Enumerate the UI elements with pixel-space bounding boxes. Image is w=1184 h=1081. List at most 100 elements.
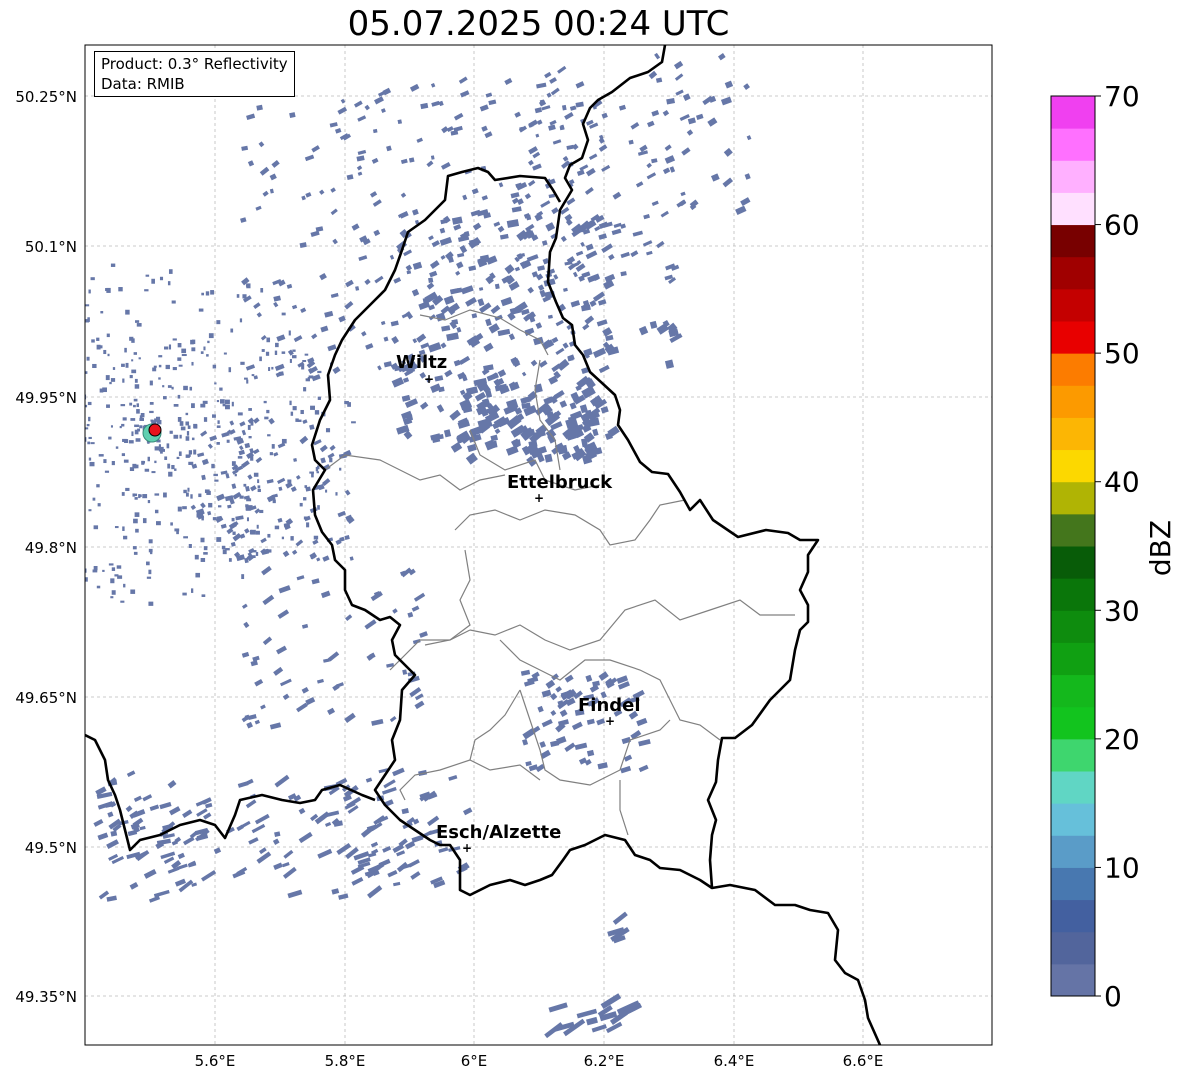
- echo-cell: [460, 285, 474, 295]
- colorbar-segment: [1051, 481, 1095, 515]
- echo-cell: [129, 467, 135, 472]
- echo-cell: [224, 495, 234, 502]
- echo-cell: [92, 363, 97, 369]
- echo-cell: [213, 473, 218, 477]
- echo-cell: [163, 492, 167, 498]
- echo-cell: [654, 52, 661, 60]
- echo-cell: [247, 160, 255, 167]
- echo-cell: [430, 82, 436, 88]
- echo-cell: [219, 399, 225, 404]
- echo-cell: [405, 311, 414, 320]
- echo-cell: [566, 256, 576, 264]
- echo-cell: [562, 342, 569, 349]
- echo-cell: [246, 498, 252, 502]
- echo-cell: [598, 144, 608, 152]
- echo-cell: [123, 583, 126, 588]
- echo-cell: [561, 104, 567, 111]
- echo-cell: [326, 810, 340, 817]
- echo-cell: [481, 195, 488, 201]
- echo-cell: [133, 795, 142, 803]
- echo-cell: [111, 856, 125, 865]
- echo-cell: [524, 329, 533, 337]
- echo-cell: [647, 120, 655, 128]
- echo-cell: [243, 483, 247, 487]
- echo-cell: [338, 315, 346, 323]
- echo-cell: [592, 680, 600, 687]
- echo-cell: [303, 515, 311, 522]
- echo-cell: [289, 358, 292, 363]
- echo-cell: [228, 558, 232, 562]
- echo-cell: [250, 485, 257, 492]
- echo-cell: [426, 160, 434, 168]
- echo-cell: [356, 155, 365, 162]
- echo-cell: [201, 458, 209, 466]
- echo-cell: [510, 424, 526, 438]
- echo-cell: [428, 277, 434, 283]
- echo-cell: [179, 434, 182, 439]
- echo-cell: [88, 457, 92, 461]
- echo-cell: [185, 436, 190, 441]
- echo-cell: [295, 475, 301, 480]
- echo-cell: [85, 427, 89, 430]
- echo-cell: [459, 245, 468, 254]
- echo-cell: [494, 377, 505, 387]
- echo-cell: [106, 404, 110, 408]
- echo-cell: [38, 407, 42, 410]
- echo-cell: [420, 342, 430, 349]
- echo-cell: [293, 458, 297, 462]
- echo-cell: [108, 818, 122, 830]
- echo-cell: [253, 448, 260, 455]
- echo-cell: [304, 154, 315, 162]
- echo-cell: [544, 453, 553, 463]
- echo-cell: [133, 398, 138, 402]
- echo-cell: [589, 395, 603, 407]
- echo-cell: [436, 404, 445, 413]
- echo-cell: [412, 261, 423, 270]
- echo-cell: [400, 192, 407, 198]
- echo-cell: [351, 421, 356, 424]
- echo-cell: [447, 302, 460, 314]
- echo-cell: [164, 456, 168, 460]
- echo-cell: [311, 333, 318, 340]
- echo-cell: [584, 187, 594, 195]
- echo-cell: [574, 742, 588, 751]
- echo-cell: [378, 768, 389, 774]
- echo-cell: [401, 359, 407, 365]
- echo-cell: [128, 440, 134, 444]
- echo-cell: [87, 401, 92, 406]
- echo-cell: [206, 490, 211, 495]
- echo-cell: [572, 143, 579, 150]
- echo-cell: [129, 374, 133, 379]
- echo-cell: [250, 455, 254, 461]
- echo-cell: [62, 449, 64, 452]
- radar-site-marker: [148, 423, 162, 437]
- lon-tick-label: 6.2°E: [584, 1052, 625, 1070]
- city-label-ettelbruck: Ettelbruck: [507, 472, 613, 493]
- colorbar-segment: [1051, 610, 1095, 643]
- echo-cell: [313, 439, 322, 446]
- echo-cell: [195, 508, 205, 516]
- echo-cell: [213, 847, 222, 855]
- echo-cell: [179, 421, 184, 426]
- echo-cell: [249, 505, 257, 511]
- echo-cell: [208, 502, 213, 508]
- echo-cell: [301, 195, 306, 201]
- echo-cell: [564, 742, 576, 752]
- echo-cell: [292, 349, 296, 352]
- echo-cell: [528, 764, 539, 772]
- echo-cell: [262, 636, 273, 646]
- echo-cell: [581, 417, 594, 430]
- echo-cell: [139, 825, 146, 831]
- echo-cell: [550, 710, 557, 716]
- echo-cell: [241, 574, 245, 580]
- echo-cell: [535, 322, 543, 330]
- echo-cell: [18, 521, 21, 523]
- echo-cell: [612, 935, 626, 944]
- echo-cell: [419, 631, 428, 638]
- echo-cell: [181, 348, 187, 354]
- echo-cell: [707, 117, 718, 127]
- echo-cell: [269, 452, 273, 456]
- echo-cell: [510, 438, 521, 449]
- echo-cell: [309, 471, 314, 474]
